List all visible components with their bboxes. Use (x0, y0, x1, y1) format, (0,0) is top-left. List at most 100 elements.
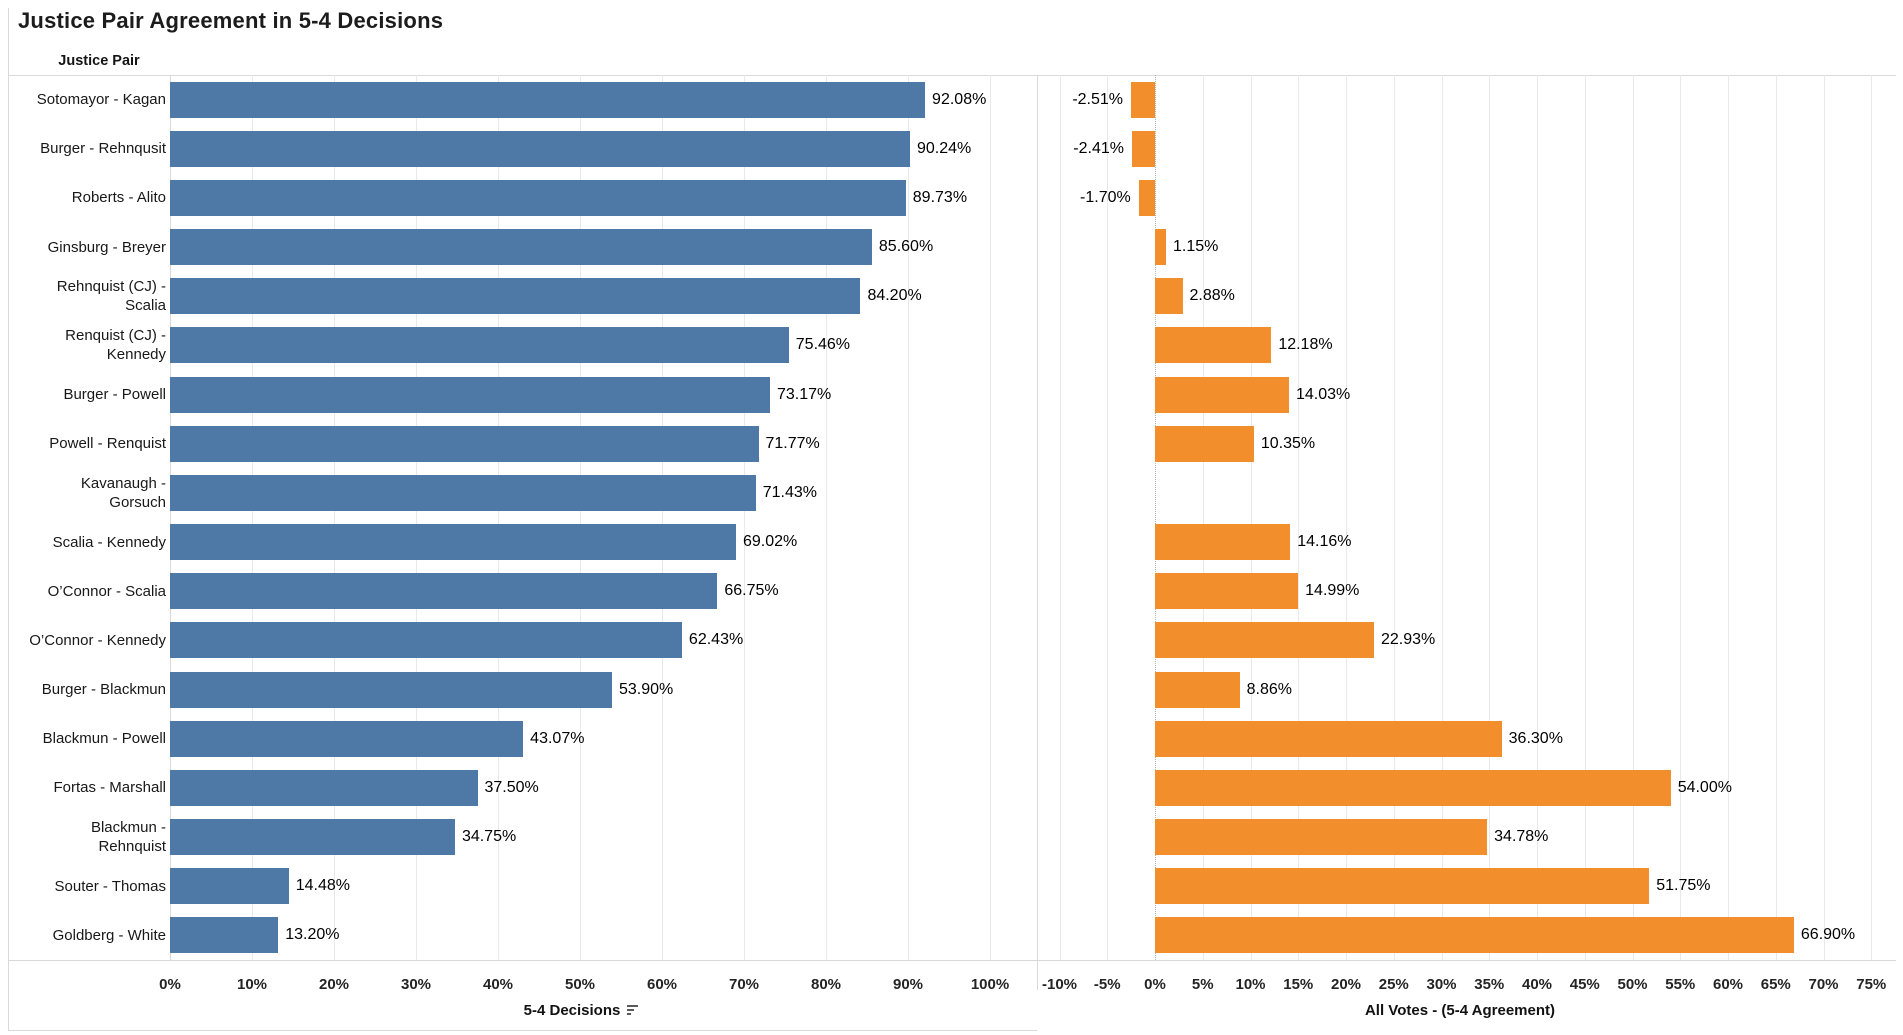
row-label: Powell - Renquist (49, 435, 166, 453)
value-label: -1.70% (1080, 188, 1131, 206)
bar-all-votes[interactable] (1155, 868, 1650, 905)
bar-5-4-decisions[interactable] (170, 179, 906, 216)
bar-5-4-decisions[interactable] (170, 425, 759, 462)
value-label: 69.02% (742, 533, 798, 551)
bar-5-4-decisions[interactable] (170, 573, 718, 610)
value-label: 14.48% (295, 877, 350, 895)
row-label: Souter - Thomas (54, 877, 166, 895)
bar-5-4-decisions[interactable] (170, 524, 736, 561)
gridline (1871, 75, 1873, 960)
axis-tick-label: 90% (892, 976, 924, 993)
value-label: 66.90% (1800, 926, 1856, 944)
axis-tick-label: 80% (810, 976, 842, 993)
bar-all-votes[interactable] (1155, 573, 1299, 610)
row-label: Blackmun - Rehnquist (90, 819, 166, 855)
value-label: 34.78% (1494, 828, 1549, 846)
gridline (990, 75, 991, 960)
bar-5-4-decisions[interactable] (170, 81, 926, 118)
bar-5-4-decisions[interactable] (170, 327, 789, 364)
gridline (1823, 75, 1825, 960)
gridline (1680, 75, 1682, 960)
axis-tick-label: 100% (970, 976, 1010, 993)
gridline (252, 75, 253, 960)
axis-tick-label: 10% (1235, 976, 1266, 993)
bar-5-4-decisions[interactable] (170, 130, 910, 167)
gridline (662, 75, 663, 960)
bar-all-votes[interactable] (1155, 769, 1671, 806)
row-label: Fortas - Marshall (53, 779, 166, 797)
axis-tick-label: 15% (1283, 976, 1314, 993)
bar-all-votes[interactable] (1131, 81, 1155, 118)
bottom-axis-line (8, 960, 1896, 961)
axis-tick-label: -10% (1041, 976, 1078, 993)
bar-5-4-decisions[interactable] (170, 868, 289, 905)
sort-descending-icon[interactable] (627, 1003, 642, 1020)
axis-tick-label: 50% (1617, 976, 1648, 993)
value-label: 66.75% (724, 582, 779, 600)
gridline (334, 75, 335, 960)
sheet-left-border (8, 8, 9, 1030)
axis-tick-label: 75% (1856, 976, 1887, 993)
row-label: Roberts - Alito (71, 189, 166, 207)
bar-all-votes[interactable] (1131, 130, 1155, 167)
gridline (1728, 75, 1729, 960)
right-axis-title-text: All Votes - (5-4 Agreement) (1364, 1002, 1556, 1019)
left-axis-title: 5-4 Decisions (170, 1002, 996, 1020)
bar-all-votes[interactable] (1155, 229, 1166, 266)
bar-5-4-decisions[interactable] (170, 376, 770, 413)
value-label: 89.73% (912, 188, 968, 206)
value-label: -2.51% (1072, 90, 1124, 108)
left-axis-title-text: 5-4 Decisions (523, 1002, 621, 1019)
bar-5-4-decisions[interactable] (170, 278, 861, 315)
bar-all-votes[interactable] (1155, 819, 1488, 856)
value-label: 43.07% (530, 729, 585, 747)
bar-all-votes[interactable] (1155, 376, 1289, 413)
bar-all-votes[interactable] (1155, 622, 1374, 659)
row-label: Sotomayor - Kagan (36, 91, 166, 108)
axis-tick-label: 30% (1426, 976, 1457, 993)
axis-tick-label: 40% (1521, 976, 1553, 993)
value-label: 37.50% (484, 778, 539, 796)
value-label: 51.75% (1656, 877, 1711, 895)
bar-all-votes[interactable] (1155, 720, 1502, 757)
axis-tick-label: -5% (1093, 976, 1121, 993)
gridline (1632, 75, 1634, 960)
axis-tick-label: 35% (1474, 976, 1505, 993)
value-label: 14.03% (1295, 385, 1351, 403)
axis-tick-label: 25% (1378, 976, 1409, 993)
row-label: Burger - Blackmun (41, 681, 166, 698)
bar-5-4-decisions[interactable] (170, 229, 872, 266)
bar-5-4-decisions[interactable] (170, 671, 612, 708)
bar-5-4-decisions[interactable] (170, 769, 478, 806)
gridline (580, 75, 581, 960)
bar-5-4-decisions[interactable] (170, 474, 756, 511)
axis-tick-label: 50% (564, 976, 596, 993)
bar-all-votes[interactable] (1138, 179, 1155, 216)
value-label: 22.93% (1380, 631, 1436, 649)
gridline (1775, 75, 1777, 960)
value-label: 34.75% (461, 828, 517, 846)
gridline (1346, 75, 1347, 960)
value-label: 13.20% (285, 926, 340, 944)
bar-5-4-decisions[interactable] (170, 622, 682, 659)
zero-reference-line (1155, 75, 1156, 960)
axis-tick-label: 30% (400, 976, 432, 993)
axis-tick-label: 55% (1665, 976, 1696, 993)
bar-all-votes[interactable] (1155, 425, 1254, 462)
value-label: 10.35% (1260, 434, 1316, 452)
bar-all-votes[interactable] (1155, 327, 1272, 364)
row-axis-header: Justice Pair (58, 53, 140, 69)
bar-all-votes[interactable] (1155, 671, 1240, 708)
bar-all-votes[interactable] (1155, 278, 1183, 315)
header-divider-line (8, 75, 1896, 76)
bar-5-4-decisions[interactable] (170, 819, 455, 856)
bar-5-4-decisions[interactable] (170, 720, 524, 757)
value-label: 62.43% (688, 631, 744, 649)
value-label: 14.16% (1297, 533, 1352, 551)
bar-all-votes[interactable] (1155, 917, 1794, 954)
gridline (744, 75, 745, 960)
gridline (826, 75, 827, 960)
bar-all-votes[interactable] (1155, 524, 1291, 561)
gridline (1489, 75, 1491, 960)
bar-5-4-decisions[interactable] (170, 917, 279, 954)
